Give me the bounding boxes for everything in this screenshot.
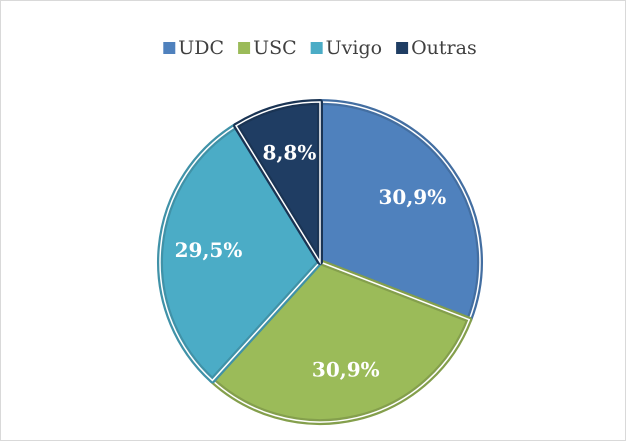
slice-separator [319, 101, 481, 321]
legend-label: UDC [178, 37, 224, 59]
data-label: 8,8% [263, 141, 317, 165]
data-label: 29,5% [175, 238, 243, 262]
slice-separator [211, 261, 471, 423]
legend-swatch [396, 42, 409, 54]
legend-label: Uvigo [326, 37, 382, 59]
legend-swatch [163, 42, 176, 54]
legend-label: USC [253, 37, 297, 59]
legend-label: Outras [411, 37, 477, 59]
legend-swatch [310, 42, 323, 54]
slice-separator [235, 101, 321, 265]
data-label: 30,9% [312, 357, 380, 381]
data-label: 30,9% [379, 185, 447, 209]
legend-swatch [238, 42, 251, 54]
slice-separator [159, 124, 321, 382]
